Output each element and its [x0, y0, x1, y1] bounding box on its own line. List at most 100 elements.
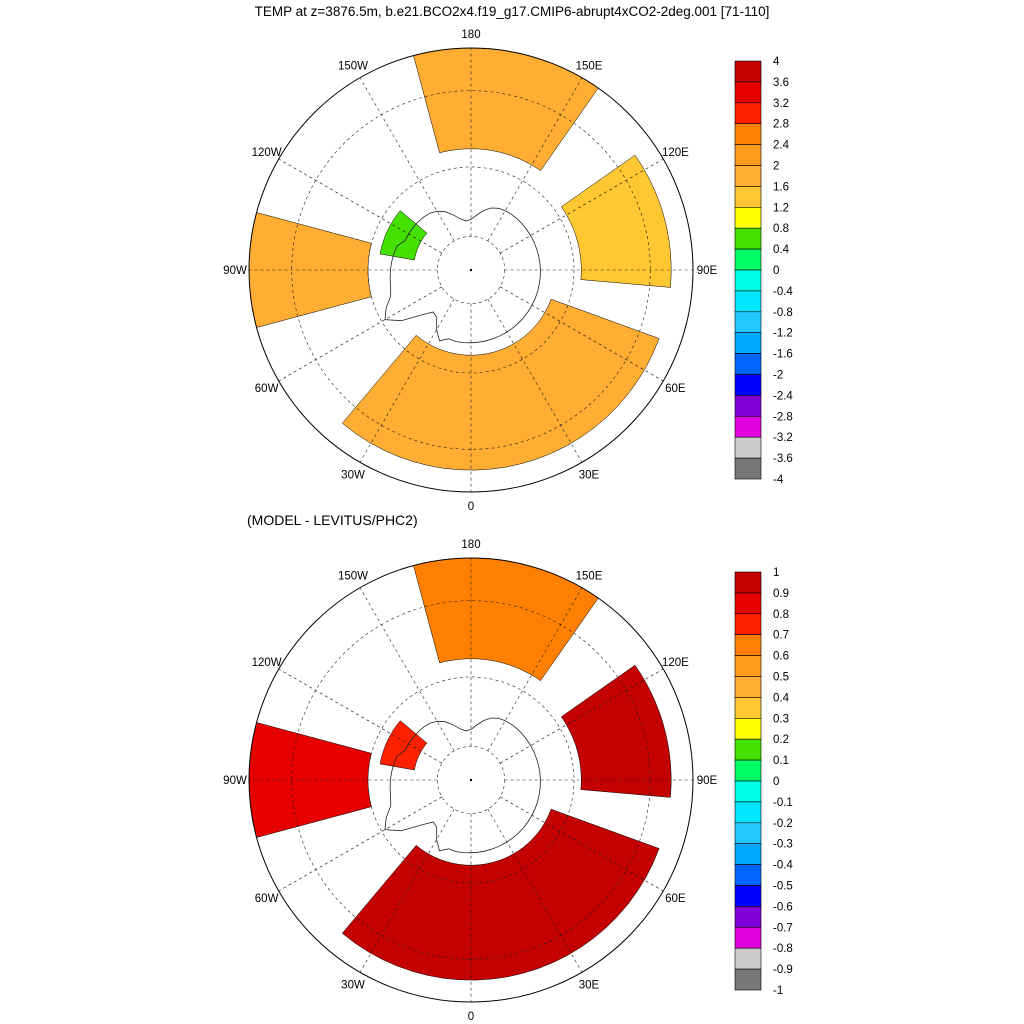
colorbar-swatch [734, 717, 762, 740]
longitude-label: 60E [665, 893, 686, 905]
colorbar-tick-label: -1.6 [773, 349, 793, 361]
longitude-label: 30E [579, 469, 600, 481]
meridian-line [359, 808, 455, 973]
meridian-line [278, 286, 443, 382]
colorbar-tick-label: 1 [773, 567, 779, 579]
region-amundsen-sea [379, 720, 428, 771]
colorbar-swatch [734, 81, 762, 104]
colorbar-tick-label: 0 [773, 776, 779, 788]
colorbar-swatch [734, 60, 762, 83]
latitude-circle [367, 676, 575, 884]
longitude-label: 150W [338, 571, 368, 583]
polar-map-bottom: 0 30E 60E 90E 120E 150E 180 150W 120W 90W 60W 30W [223, 539, 717, 1023]
colorbar-tick-label: 0.4 [773, 244, 790, 256]
colorbar-swatch [734, 207, 762, 229]
colorbar-swatch [734, 906, 762, 928]
polar-map-top: 0 30E 60E 90E 120E 150E 180 150W 120W 90W 60W 30W [223, 29, 717, 513]
colorbar-tick-label: 3.2 [773, 98, 789, 110]
longitude-label: 90E [697, 775, 718, 787]
longitude-label: 180 [461, 539, 480, 551]
longitude-label: 90E [697, 265, 718, 277]
longitude-label: 90W [223, 265, 247, 277]
map-boundary [248, 47, 694, 493]
colorbar-swatch [734, 102, 762, 125]
colorbar-tick-label: 1.2 [773, 202, 789, 214]
colorbar-swatch [734, 571, 762, 594]
colorbar-swatch [734, 759, 762, 782]
colorbar-swatch [734, 968, 762, 991]
colorbar-swatch [734, 613, 762, 635]
south-pole-marker [469, 778, 473, 782]
colorbar-swatch [734, 248, 762, 271]
meridian-line [487, 587, 583, 752]
colorbar-swatch [734, 457, 762, 480]
colorbar-bottom: 1 0.9 0.8 0.7 0.6 0.5 0.4 0.3 0.2 0.1 0 -0.1 -0.2 -0.… [734, 567, 793, 997]
longitude-label: 150E [576, 61, 603, 73]
colorbar-swatch [734, 311, 762, 333]
colorbar-tick-label: -2 [773, 370, 783, 382]
longitude-label: 150W [338, 61, 368, 73]
latitude-circle [367, 166, 575, 374]
region-indian-sector-east [560, 664, 672, 798]
colorbar-swatch [734, 144, 762, 166]
colorbar-top: 4 3.6 3.2 2.8 2.4 2 1.6 1.2 0.8 0.4 0 -0.4 -0.8 -1.2 -… [734, 56, 793, 486]
meridian-line [487, 808, 583, 973]
figure-title: TEMP at z=3876.5m, b.e21.BCO2x4.f19_g17.… [254, 4, 770, 19]
colorbar-tick-label: 0.3 [773, 713, 789, 725]
colorbar-tick-label: 0.9 [773, 588, 789, 600]
colorbar-tick-label: -2.4 [773, 390, 793, 402]
longitude-label: 60E [665, 383, 686, 395]
colorbar-tick-label: 0 [773, 265, 779, 277]
colorbar-tick-label: 3.6 [773, 77, 789, 89]
colorbar-tick-label: 1.6 [773, 181, 789, 193]
colorbar-tick-label: 0.8 [773, 223, 789, 235]
longitude-label: 30E [579, 979, 600, 991]
colorbar-tick-label: -4 [773, 474, 784, 486]
colorbar-tick-label: 0.6 [773, 651, 789, 663]
colorbar-tick-label: 2.4 [773, 140, 790, 152]
colorbar-swatch [734, 634, 762, 656]
colorbar-swatch [734, 165, 762, 187]
colorbar-swatch [734, 885, 762, 907]
meridian-line [499, 668, 664, 764]
colorbar-tick-label: -3.6 [773, 453, 793, 465]
colorbar-tick-label: -1.2 [773, 328, 793, 340]
longitude-label: 0 [468, 501, 474, 513]
map-boundary [248, 557, 694, 1003]
region-indian-sector-east [560, 154, 672, 288]
colorbar-tick-label: -3.2 [773, 432, 793, 444]
south-pole-marker [469, 268, 473, 272]
longitude-label: 120W [252, 147, 282, 159]
colorbar-swatch [734, 697, 762, 719]
longitude-label: 150E [576, 571, 603, 583]
colorbar-tick-label: 0.8 [773, 609, 789, 621]
colorbar-tick-label: -0.4 [773, 286, 793, 298]
field-fills [249, 48, 672, 471]
region-ross-sea-north [413, 558, 599, 682]
longitude-label: 30W [341, 979, 365, 991]
colorbar-tick-label: 0.1 [773, 755, 789, 767]
meridian-line [487, 77, 583, 242]
colorbar-swatch [734, 926, 762, 949]
longitude-label: 60W [255, 893, 279, 905]
colorbar-tick-label: -0.8 [773, 307, 793, 319]
colorbar-tick-label: 2.8 [773, 119, 789, 131]
longitude-label: 60W [255, 383, 279, 395]
field-fills [249, 558, 672, 981]
meridian-line [359, 298, 455, 463]
colorbar-tick-label: -0.1 [773, 797, 793, 809]
colorbar-swatch [734, 332, 762, 354]
colorbar-tick-label: -0.6 [773, 901, 793, 913]
colorbar-tick-label: -2.8 [773, 411, 793, 423]
colorbar-tick-label: -0.7 [773, 922, 793, 934]
meridian-line [278, 668, 443, 764]
colorbar-tick-label: 0.2 [773, 734, 789, 746]
colorbar-tick-label: -0.9 [773, 964, 793, 976]
colorbar-swatch [734, 395, 762, 417]
colorbar-tick-label: -0.2 [773, 818, 793, 830]
colorbar-swatch [734, 864, 762, 886]
longitude-label: 30W [341, 469, 365, 481]
meridian-line [499, 158, 664, 254]
colorbar-swatch [734, 123, 762, 145]
